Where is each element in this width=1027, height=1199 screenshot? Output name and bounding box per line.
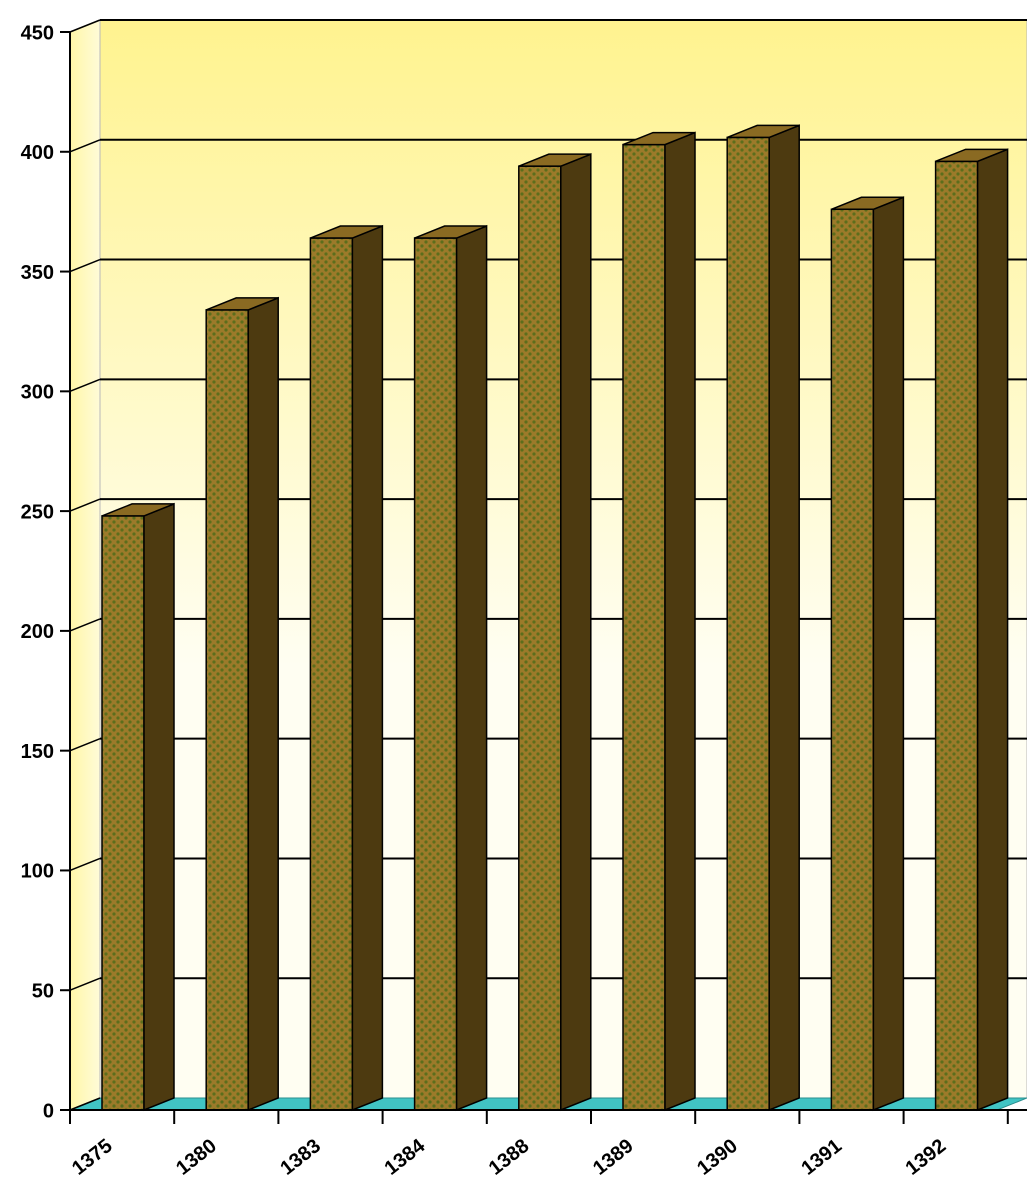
bar-1383 bbox=[309, 224, 384, 1112]
gridline-side bbox=[69, 378, 101, 393]
bar-side bbox=[768, 124, 800, 1112]
bar-top bbox=[726, 124, 800, 139]
bar-1388 bbox=[518, 153, 592, 1112]
axes bbox=[60, 31, 1027, 1124]
bar-1380 bbox=[205, 296, 279, 1112]
y-tick-label: 150 bbox=[21, 741, 54, 763]
x-tick-label: 1391 bbox=[797, 1135, 846, 1180]
y-tick-label: 300 bbox=[21, 382, 54, 404]
bar-1389 bbox=[622, 131, 696, 1112]
bar-top bbox=[518, 153, 592, 167]
gridline-side bbox=[69, 258, 101, 273]
bar-front bbox=[830, 208, 875, 1111]
bar-front bbox=[726, 136, 770, 1111]
x-tick-label: 1383 bbox=[276, 1135, 325, 1180]
y-tick-label: 350 bbox=[21, 262, 54, 284]
bar-top bbox=[622, 131, 696, 146]
y-axis-tick-labels: 0 50 100 150 200 250 300 350 400 450 bbox=[21, 22, 54, 1122]
side-wall bbox=[69, 19, 101, 1111]
gridline-side bbox=[69, 498, 101, 512]
bar-1375 bbox=[101, 502, 175, 1112]
y-tick-label: 0 bbox=[43, 1100, 54, 1122]
y-tick-label: 50 bbox=[32, 981, 54, 1003]
y-tick-label: 400 bbox=[21, 142, 54, 164]
x-tick-label: 1392 bbox=[902, 1135, 951, 1180]
bar-top bbox=[831, 196, 904, 211]
x-tick-label: 1388 bbox=[485, 1135, 534, 1180]
bar-side bbox=[247, 296, 279, 1112]
bar-1391 bbox=[830, 196, 905, 1112]
y-tick-label: 200 bbox=[21, 621, 54, 643]
bar-side bbox=[872, 196, 905, 1112]
bar-front bbox=[934, 160, 979, 1111]
bar-top bbox=[414, 225, 487, 239]
gridline-side bbox=[69, 19, 101, 33]
x-tick-label: 1384 bbox=[381, 1134, 430, 1179]
gridline-side bbox=[69, 139, 101, 153]
bar-top bbox=[101, 503, 175, 517]
y-tick-label: 450 bbox=[21, 22, 54, 44]
bar-side bbox=[560, 153, 592, 1112]
bar-side bbox=[976, 148, 1009, 1112]
x-tick-label: 1389 bbox=[589, 1135, 638, 1180]
bar-front bbox=[205, 309, 249, 1111]
gridline-side bbox=[69, 857, 101, 872]
bar-1390 bbox=[726, 124, 800, 1112]
x-tick-label: 1390 bbox=[693, 1135, 742, 1180]
gridline-side bbox=[69, 1097, 101, 1111]
bar-side bbox=[664, 131, 696, 1112]
bar-front bbox=[622, 143, 666, 1111]
y-tick-label: 100 bbox=[21, 861, 54, 883]
bar-side bbox=[351, 224, 384, 1112]
bars bbox=[101, 124, 1009, 1112]
bar-front bbox=[518, 165, 562, 1111]
bar-1384 bbox=[413, 224, 488, 1112]
bar-top bbox=[205, 297, 279, 311]
bar-front bbox=[101, 515, 145, 1111]
bar-top bbox=[935, 148, 1008, 163]
y-tick-label: 250 bbox=[21, 501, 54, 523]
x-axis-tick-labels: 1375 1380 1383 1384 1388 1389 1390 1391 1392 bbox=[68, 1134, 950, 1179]
bar-top bbox=[310, 225, 383, 239]
bar-side bbox=[455, 224, 488, 1112]
x-tick-label: 1380 bbox=[172, 1135, 221, 1180]
gridline-side bbox=[69, 618, 101, 632]
bar-front bbox=[309, 237, 354, 1111]
bar-side bbox=[143, 502, 175, 1112]
bar-1392 bbox=[934, 148, 1009, 1112]
x-tick-label: 1375 bbox=[68, 1135, 117, 1180]
gridline-side bbox=[69, 737, 101, 752]
bar-front bbox=[413, 237, 458, 1111]
gridline-side bbox=[69, 977, 101, 991]
